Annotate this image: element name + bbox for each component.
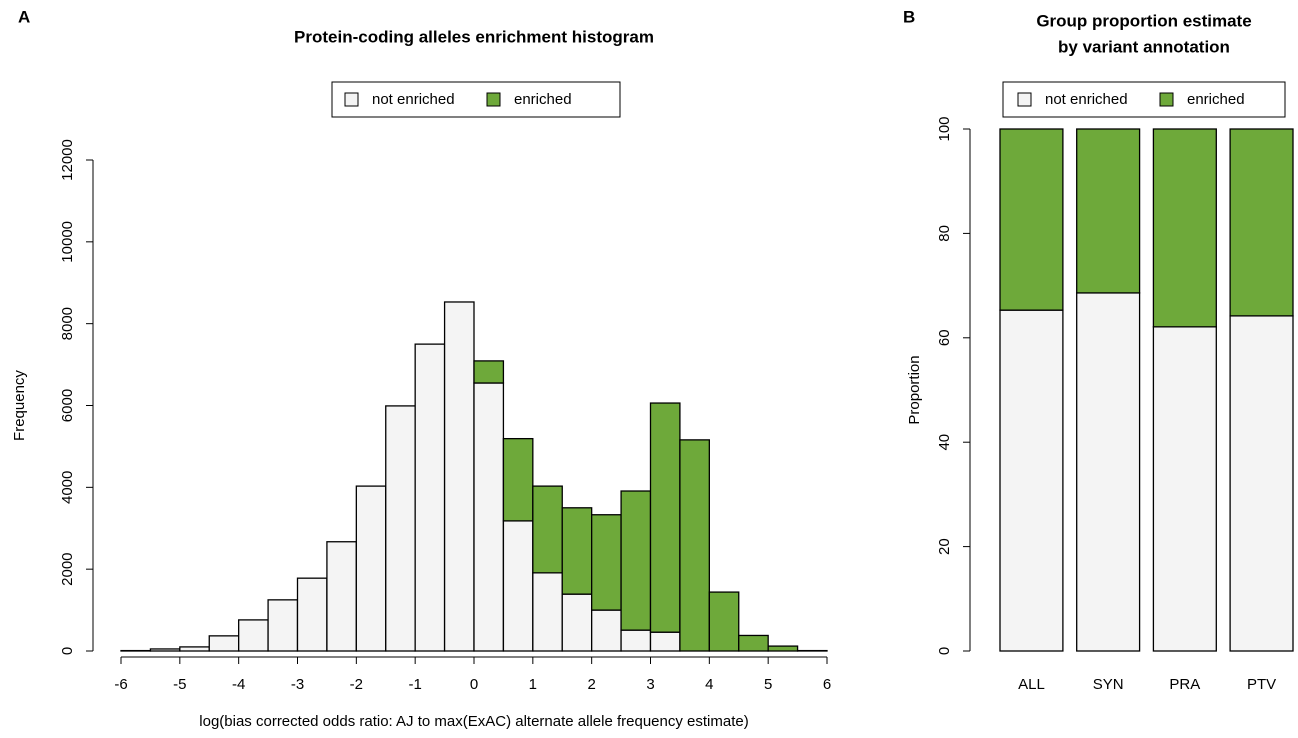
y-tick-label: 4000 (59, 471, 76, 504)
legend-swatch (344, 92, 359, 107)
x-tick-label: 2 (587, 676, 595, 693)
y-tick-label: 0 (59, 647, 76, 655)
histogram-bar (502, 520, 534, 652)
legend-label: enriched (514, 91, 572, 108)
histogram-bar (473, 382, 505, 652)
histogram-bar (473, 360, 505, 384)
bar (999, 309, 1064, 652)
y-tick-label: 40 (936, 434, 953, 451)
histogram-bar (620, 490, 652, 631)
x-tick-label: -6 (114, 676, 127, 693)
x-tick-label: 4 (705, 676, 713, 693)
legend-swatch (1159, 92, 1174, 107)
histogram-bar (502, 437, 534, 522)
histogram-bar (767, 645, 799, 652)
histogram-bar (620, 629, 652, 652)
histogram-bar (591, 609, 622, 652)
x-tick-label: -1 (408, 676, 421, 693)
histogram-bar (355, 485, 387, 652)
legend-box (331, 81, 621, 118)
y-tick-label: 10000 (59, 221, 76, 263)
y-tick-label: 100 (936, 116, 953, 141)
x-tick-label: -3 (291, 676, 304, 693)
legend-swatch (486, 92, 501, 107)
bar (999, 128, 1064, 311)
x-tick-label: 0 (470, 676, 478, 693)
histogram-bar (385, 405, 416, 652)
bar (1076, 292, 1141, 652)
legend-label: enriched (1187, 91, 1245, 108)
bar (1076, 128, 1141, 294)
y-axis-label: Proportion (906, 355, 923, 424)
x-tick-label: 5 (764, 676, 772, 693)
histogram-bar (296, 577, 328, 652)
histogram-bar (649, 402, 681, 633)
histogram-bar (238, 619, 269, 652)
panel-label: A (18, 7, 30, 26)
bar (1229, 128, 1294, 317)
x-tick-label: 6 (823, 676, 831, 693)
x-tick-label: -2 (350, 676, 363, 693)
legend-swatch (1017, 92, 1032, 107)
x-tick-label: SYN (1093, 676, 1124, 693)
histogram-bar (591, 514, 622, 611)
x-tick-label: 1 (529, 676, 537, 693)
histogram-bar (561, 507, 593, 595)
chart-title: by variant annotation (1058, 37, 1230, 56)
chart-title: Protein-coding alleles enrichment histog… (294, 27, 654, 46)
bar (1152, 326, 1217, 652)
legend-box (1002, 81, 1286, 118)
y-tick-label: 8000 (59, 307, 76, 340)
y-tick-label: 60 (936, 329, 953, 346)
y-tick-label: 12000 (59, 139, 76, 181)
y-tick-label: 80 (936, 225, 953, 242)
panel-label: B (903, 7, 915, 26)
y-tick-label: 0 (936, 647, 953, 655)
legend-label: not enriched (1045, 91, 1128, 108)
histogram-bar (679, 439, 710, 652)
histogram-bar (443, 301, 475, 652)
y-tick-label: 2000 (59, 552, 76, 585)
histogram-bar (708, 591, 740, 652)
histogram-bar (326, 541, 357, 652)
histogram-bar (561, 593, 593, 652)
x-axis-label: log(bias corrected odds ratio: AJ to max… (199, 713, 748, 730)
x-tick-label: -4 (232, 676, 245, 693)
histogram-bar (532, 572, 563, 652)
bar (1152, 128, 1217, 328)
y-tick-label: 6000 (59, 389, 76, 422)
histogram-bar (208, 635, 240, 652)
x-tick-label: ALL (1018, 676, 1045, 693)
histogram-bar (414, 343, 446, 652)
histogram-bar (267, 599, 299, 652)
x-tick-label: PRA (1169, 676, 1200, 693)
histogram-bar (149, 648, 181, 652)
x-tick-label: -5 (173, 676, 186, 693)
legend-label: not enriched (372, 91, 455, 108)
histogram-bar (738, 634, 769, 652)
chart-title: Group proportion estimate (1036, 11, 1251, 30)
histogram-bar (649, 631, 681, 652)
histogram-bar (532, 485, 563, 574)
x-tick-label: 3 (646, 676, 654, 693)
histogram-bar (179, 646, 210, 652)
x-tick-label: PTV (1247, 676, 1276, 693)
bar (1229, 315, 1294, 652)
y-axis-label: Frequency (11, 370, 28, 441)
y-tick-label: 20 (936, 538, 953, 555)
